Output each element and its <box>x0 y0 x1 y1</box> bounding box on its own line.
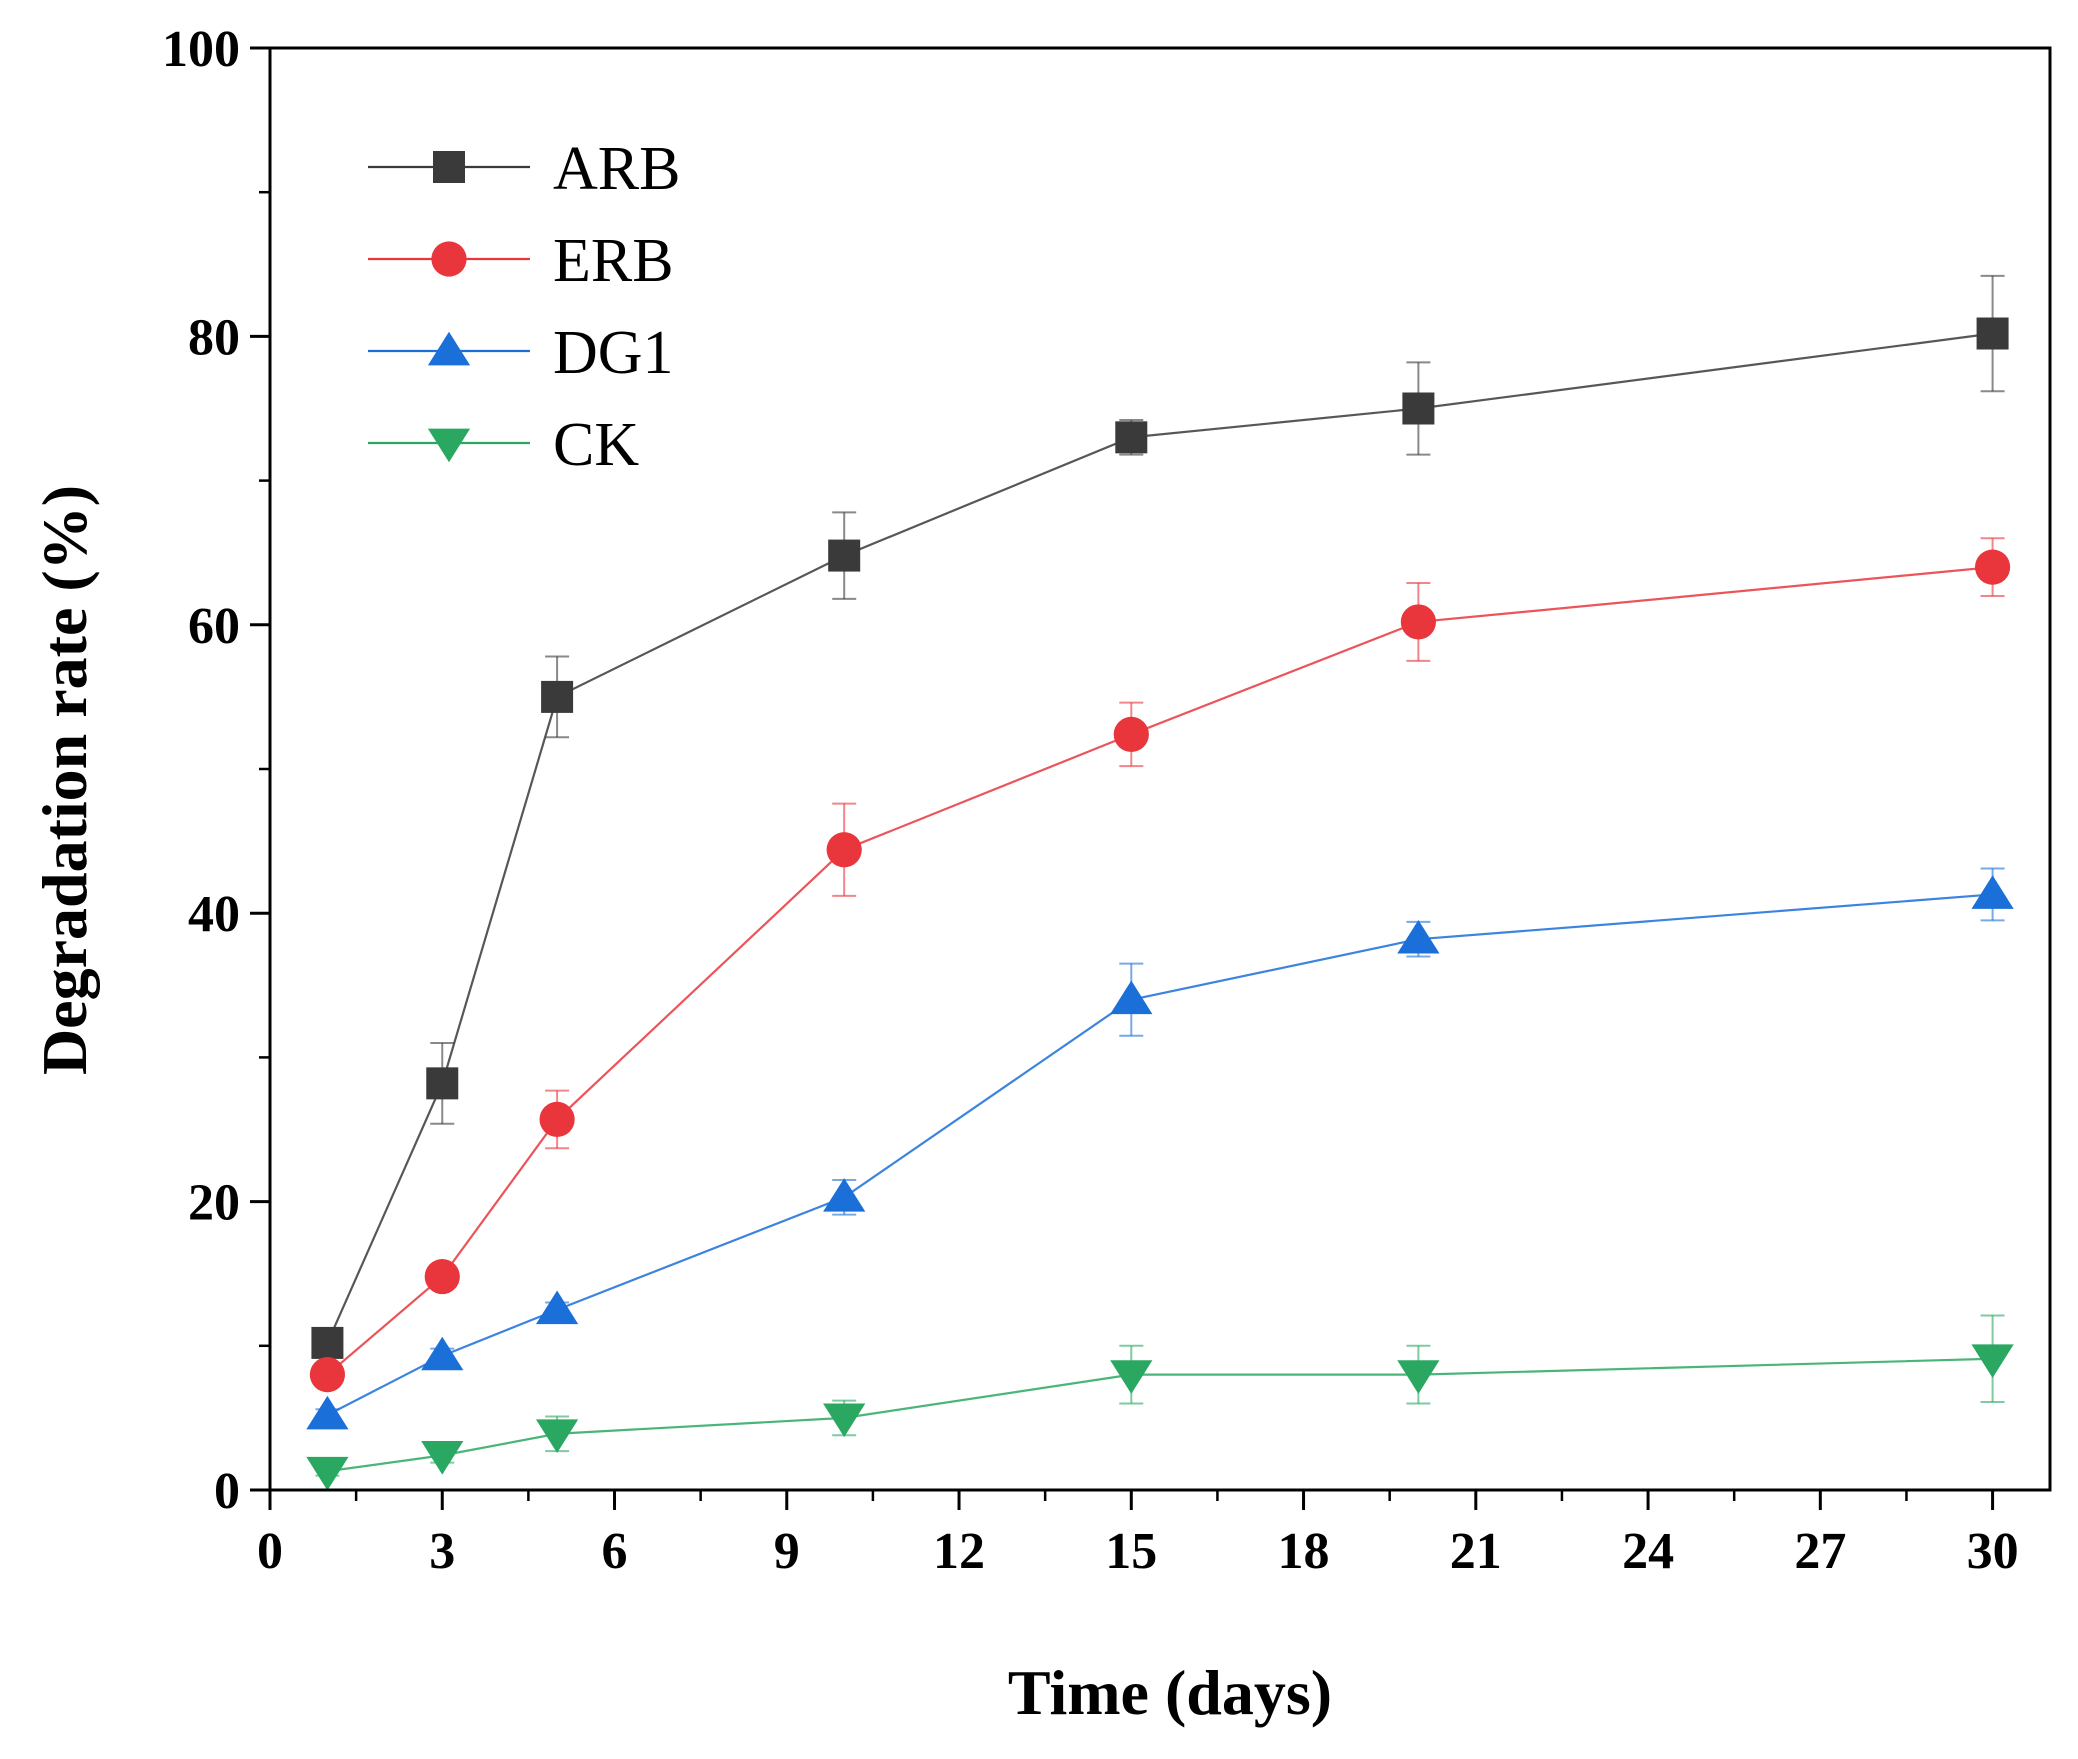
data-point-ck-2 <box>535 1419 579 1453</box>
legend-label-ck: CK <box>553 411 639 479</box>
data-point-arb-5 <box>1402 392 1435 425</box>
legend: ARB ERB DG1 CK <box>368 135 680 479</box>
data-point-erb-6 <box>1974 549 2011 585</box>
data-point-erb-2 <box>539 1101 575 1138</box>
plot-frame <box>268 46 2052 1492</box>
data-point-arb-0 <box>311 1326 344 1359</box>
data-point-erb-3 <box>826 832 862 868</box>
x-tick-label-0: 0 <box>257 1523 283 1580</box>
x-tick-label-9: 9 <box>774 1523 800 1580</box>
y-tick-label-0: 0 <box>214 1463 240 1520</box>
y-axis-label: Degradation rate (%) <box>29 485 100 1075</box>
legend-marker-arb <box>433 151 465 183</box>
data-point-erb-0 <box>309 1357 346 1393</box>
legend-item-ck: CK <box>368 411 639 479</box>
data-point-erb-5 <box>1400 604 1436 640</box>
data-point-arb-6 <box>1976 317 2009 350</box>
data-point-dg1-2 <box>535 1290 579 1325</box>
markers-layer <box>306 317 2014 1491</box>
y-tick-label-60: 60 <box>188 598 240 655</box>
data-point-ck-4 <box>1110 1360 1153 1394</box>
x-tick-label-18: 18 <box>1278 1523 1330 1580</box>
x-tick-label-6: 6 <box>602 1523 628 1580</box>
data-point-arb-1 <box>426 1067 459 1100</box>
data-point-ck-1 <box>421 1440 464 1475</box>
data-point-dg1-4 <box>1110 980 1153 1015</box>
x-axis-label: Time (days) <box>1008 1657 1332 1728</box>
data-point-dg1-5 <box>1397 919 1440 954</box>
legend-item-arb: ARB <box>368 135 680 203</box>
y-tick-label-80: 80 <box>188 309 240 366</box>
data-point-arb-4 <box>1115 421 1148 454</box>
axes-layer: 0 3 6 9 12 15 18 21 24 27 30 0 20 40 60 80 100 <box>162 21 2052 1580</box>
legend-item-erb: ERB <box>368 227 674 295</box>
data-point-arb-3 <box>828 539 861 572</box>
x-tick-label-3: 3 <box>429 1523 455 1580</box>
series-line-ck <box>327 1357 1993 1473</box>
data-point-dg1-3 <box>823 1178 866 1212</box>
y-tick-label-100: 100 <box>162 21 240 78</box>
legend-marker-ck <box>427 428 471 463</box>
data-point-ck-3 <box>823 1403 866 1438</box>
data-point-dg1-0 <box>306 1395 349 1430</box>
data-point-erb-1 <box>424 1258 460 1295</box>
legend-marker-dg1 <box>427 331 471 366</box>
data-point-dg1-6 <box>1971 875 2014 909</box>
data-point-arb-2 <box>541 680 574 713</box>
x-tick-label-12: 12 <box>933 1523 985 1580</box>
x-tick-label-30: 30 <box>1967 1523 2019 1580</box>
x-tick-label-24: 24 <box>1622 1523 1674 1580</box>
series-line-arb <box>326 332 1993 1344</box>
legend-label-dg1: DG1 <box>553 319 674 387</box>
legend-label-arb: ARB <box>553 135 680 203</box>
y-tick-label-40: 40 <box>188 886 240 943</box>
x-tick-label-21: 21 <box>1450 1523 1502 1580</box>
x-tick-label-15: 15 <box>1105 1523 1157 1580</box>
series-lines-layer <box>326 332 1993 1473</box>
data-point-ck-0 <box>306 1456 349 1491</box>
data-point-ck-5 <box>1397 1360 1440 1394</box>
series-line-erb <box>326 566 1993 1376</box>
legend-marker-erb <box>431 241 467 277</box>
x-tick-label-27: 27 <box>1794 1523 1846 1580</box>
legend-item-dg1: DG1 <box>368 319 674 387</box>
data-point-dg1-1 <box>421 1336 464 1371</box>
data-point-ck-6 <box>1971 1344 2014 1378</box>
y-tick-label-20: 20 <box>188 1175 240 1232</box>
legend-label-erb: ERB <box>553 227 674 295</box>
series-line-dg1 <box>326 893 1993 1416</box>
data-point-erb-4 <box>1113 716 1149 752</box>
